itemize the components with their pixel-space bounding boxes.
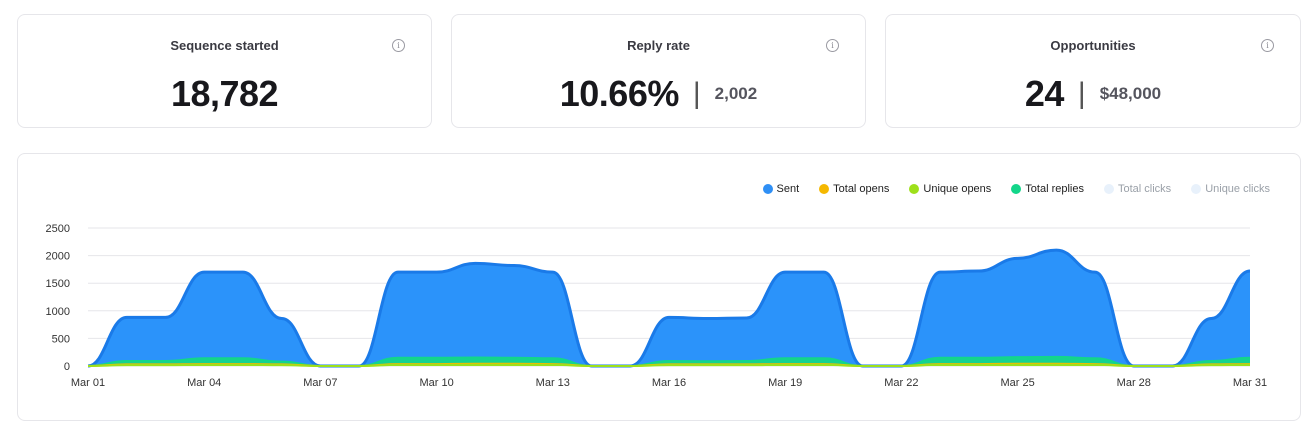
legend-label: Total replies [1025,183,1084,195]
metric-subvalue: 2,002 [714,84,758,103]
info-icon[interactable]: i [826,39,839,52]
legend-item-total-replies[interactable]: Total replies [1011,183,1084,195]
legend-label: Unique opens [923,183,992,195]
series-area [88,250,1250,366]
card-value: 10.66% | 2,002 [452,73,865,115]
x-tick-label: Mar 07 [303,377,337,389]
series-line [87,355,1251,367]
series-sent [87,248,1251,368]
x-tick-label: Mar 19 [768,377,802,389]
series-line [87,248,1251,368]
x-tick-label: Mar 01 [71,377,105,389]
metric-value: 10.66% [559,73,680,114]
x-tick-label: Mar 31 [1233,377,1267,389]
legend-label: Unique clicks [1205,183,1270,195]
chart-card: Sent Total opens Unique opens Total replies… [17,153,1301,421]
legend-item-total-opens[interactable]: Total opens [819,183,889,195]
y-tick-label: 1000 [46,306,70,318]
legend-label: Sent [776,183,800,195]
x-tick-label: Mar 10 [419,377,453,389]
legend-swatch [909,184,920,194]
legend-item-unique-opens[interactable]: Unique opens [909,183,991,195]
series-unique-opens [87,363,1251,367]
legend-swatch [1191,184,1202,194]
x-tick-label: Mar 13 [536,377,570,389]
info-icon[interactable]: i [1261,39,1274,52]
legend-swatch [1104,184,1114,194]
metric-value: 18,782 [170,73,279,114]
y-tick-label: 2000 [46,251,70,263]
card-title: Opportunities [1050,38,1136,53]
card-sequence-started: Sequence started i 18,782 [17,14,432,128]
y-tick-label: 0 [64,361,70,373]
chart-legend: Sent Total opens Unique opens Total replies… [762,183,1270,195]
legend-label: Total opens [833,183,890,195]
y-tick-label: 2500 [46,223,70,235]
card-opportunities: Opportunities i 24 | $48,000 [885,14,1301,128]
legend-item-sent[interactable]: Sent [762,183,800,195]
x-tick-label: Mar 22 [884,377,918,389]
card-reply-rate: Reply rate i 10.66% | 2,002 [451,14,866,128]
metric-subvalue: $48,000 [1099,84,1162,103]
x-tick-label: Mar 16 [652,377,686,389]
legend-swatch [819,184,830,194]
legend-swatch [1011,184,1022,194]
card-title: Sequence started [170,38,279,53]
legend-swatch [762,184,773,194]
legend-label: Total clicks [1118,183,1172,195]
value-separator: | [1077,77,1086,110]
area-chart: 0 500 1000 1500 2000 2500 Mar 01 Mar 04 Mar 07 Ma… [46,223,1268,389]
series-line [87,363,1251,367]
info-icon[interactable]: i [392,39,405,52]
x-tick-label: Mar 28 [1117,377,1151,389]
legend-item-total-clicks[interactable]: Total clicks [1104,183,1171,195]
legend-item-unique-clicks[interactable]: Unique clicks [1191,183,1270,195]
card-value: 24 | $48,000 [886,73,1300,115]
y-tick-label: 1500 [46,278,70,290]
x-tick-label: Mar 04 [187,377,221,389]
y-tick-label: 500 [52,333,70,345]
metric-value: 24 [1024,73,1065,114]
x-tick-label: Mar 25 [1000,377,1034,389]
card-value: 18,782 [18,73,431,115]
value-separator: | [692,77,701,110]
card-title: Reply rate [627,38,690,53]
